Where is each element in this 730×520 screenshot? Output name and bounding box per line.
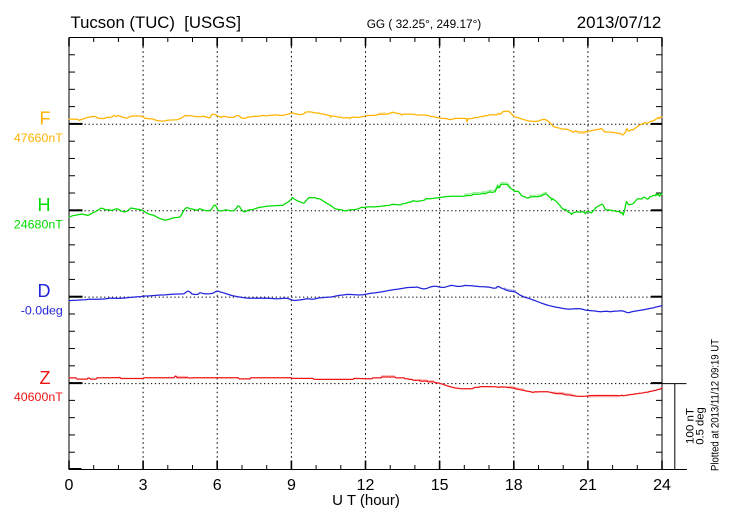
svg-text:15: 15 [431,477,449,494]
svg-text:0: 0 [65,477,74,494]
svg-text:12: 12 [357,477,375,494]
svg-text:D: D [38,281,51,301]
svg-text:GG ( 32.25°, 249.17°): GG ( 32.25°, 249.17°) [367,17,482,31]
svg-text:Tucson (TUC) [USGS]: Tucson (TUC) [USGS] [71,13,242,32]
svg-text:6: 6 [213,477,222,494]
svg-text:40600nT: 40600nT [14,390,63,404]
svg-text:Z: Z [40,368,51,388]
svg-text:0.5 deg: 0.5 deg [695,407,707,445]
svg-text:24680nT: 24680nT [14,217,63,231]
svg-text:2013/07/12: 2013/07/12 [577,13,662,32]
svg-text:U T (hour): U T (hour) [332,492,400,509]
svg-text:Plotted at 2013/11/12 09:19 UT: Plotted at 2013/11/12 09:19 UT [710,339,722,471]
svg-text:24: 24 [653,477,671,494]
svg-text:-0.0deg: -0.0deg [21,304,63,318]
svg-text:100 nT: 100 nT [684,408,696,444]
svg-text:21: 21 [579,477,597,494]
svg-text:3: 3 [139,477,148,494]
svg-text:F: F [40,109,51,129]
svg-text:18: 18 [505,477,523,494]
svg-text:9: 9 [287,477,296,494]
svg-text:H: H [38,195,51,215]
svg-text:47660nT: 47660nT [14,131,63,145]
